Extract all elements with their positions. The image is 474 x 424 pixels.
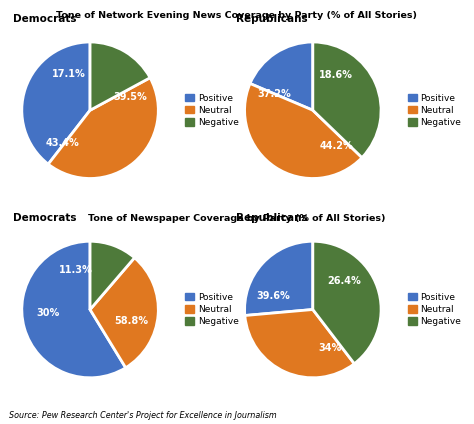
Wedge shape	[245, 310, 355, 378]
Text: Democrats: Democrats	[13, 14, 77, 24]
Wedge shape	[245, 241, 313, 315]
Wedge shape	[313, 241, 381, 364]
Text: 34%: 34%	[318, 343, 341, 353]
Wedge shape	[90, 42, 150, 110]
Legend: Positive, Neutral, Negative: Positive, Neutral, Negative	[406, 92, 463, 129]
Text: 30%: 30%	[36, 308, 60, 318]
Wedge shape	[313, 42, 381, 158]
Wedge shape	[22, 241, 126, 378]
Text: Source: Pew Research Center's Project for Excellence in Journalism: Source: Pew Research Center's Project fo…	[9, 411, 277, 420]
Text: 26.4%: 26.4%	[327, 276, 361, 286]
Text: 44.2%: 44.2%	[319, 140, 353, 151]
Wedge shape	[250, 42, 313, 110]
Wedge shape	[245, 84, 362, 179]
Wedge shape	[48, 78, 158, 179]
Wedge shape	[90, 241, 135, 310]
Wedge shape	[90, 258, 158, 368]
Text: Republicans: Republicans	[236, 14, 308, 24]
Text: 17.1%: 17.1%	[52, 69, 85, 79]
Text: Tone of Network Evening News Coverage by Party (% of All Stories): Tone of Network Evening News Coverage by…	[56, 11, 418, 20]
Text: 43.4%: 43.4%	[46, 137, 80, 148]
Wedge shape	[22, 42, 90, 164]
Text: Democrats: Democrats	[13, 213, 77, 223]
Text: 37.2%: 37.2%	[257, 89, 291, 99]
Text: 39.6%: 39.6%	[256, 291, 290, 301]
Text: 11.3%: 11.3%	[58, 265, 92, 275]
Legend: Positive, Neutral, Negative: Positive, Neutral, Negative	[183, 92, 240, 129]
Text: 39.5%: 39.5%	[113, 92, 147, 101]
Text: 58.8%: 58.8%	[114, 316, 148, 326]
Text: Tone of Newspaper Coverage by Party (% of All Stories): Tone of Newspaper Coverage by Party (% o…	[88, 214, 386, 223]
Legend: Positive, Neutral, Negative: Positive, Neutral, Negative	[406, 291, 463, 328]
Text: Republicans: Republicans	[236, 213, 308, 223]
Legend: Positive, Neutral, Negative: Positive, Neutral, Negative	[183, 291, 240, 328]
Text: 18.6%: 18.6%	[319, 70, 353, 80]
